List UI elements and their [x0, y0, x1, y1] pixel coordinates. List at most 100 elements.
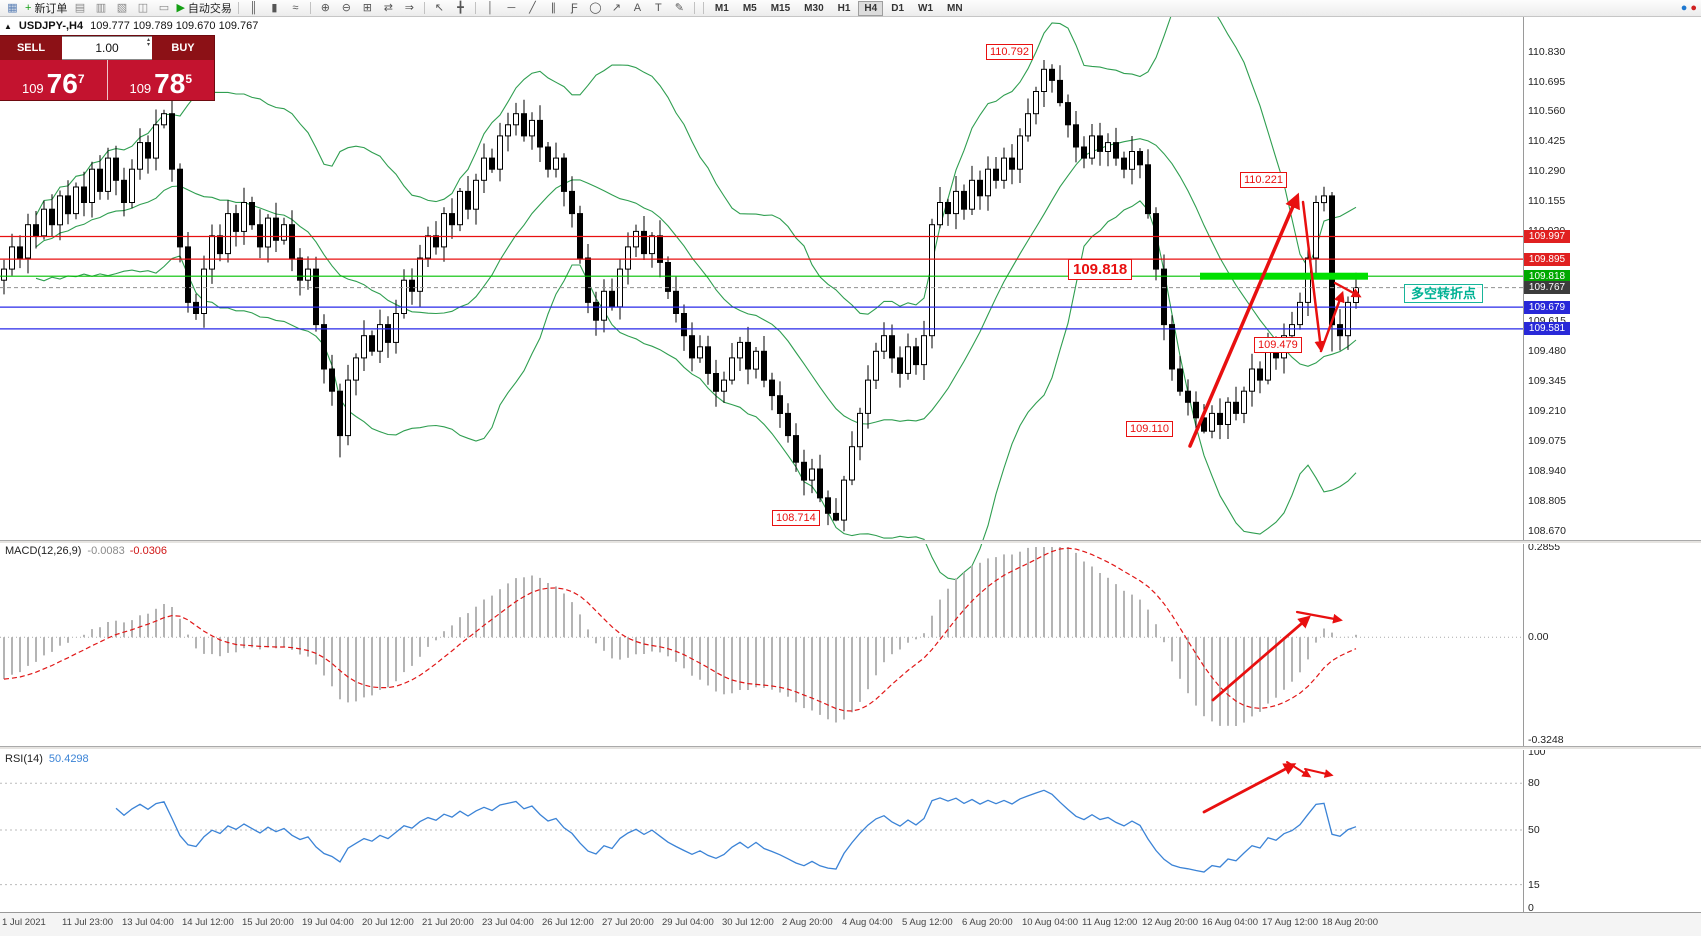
crosshair-button[interactable]: ╋	[450, 1, 471, 16]
volume-input[interactable]: 1.00 ▴ ▾	[62, 36, 152, 60]
auto-scroll-button[interactable]: ⇄	[378, 1, 399, 16]
timeframe-m15-button[interactable]: M15	[770, 2, 791, 14]
chart-window-button[interactable]: ▦	[2, 1, 23, 16]
spinner-up-icon[interactable]: ▴	[146, 37, 150, 43]
main-trend-arrow[interactable]	[1188, 192, 1300, 448]
profiles-button[interactable]: ▤	[69, 1, 90, 16]
main-trend-arrow[interactable]	[1319, 290, 1345, 353]
shapes-button[interactable]: ◯	[585, 1, 606, 16]
candle-body	[1329, 195, 1335, 326]
support-zone-bar[interactable]	[1200, 272, 1368, 280]
bar-chart-icon: ║	[249, 1, 258, 14]
spinner-down-icon[interactable]: ▾	[146, 42, 150, 48]
candle-body	[297, 257, 303, 281]
macd-panel-separator[interactable]	[0, 540, 1701, 544]
candlestick-chart-button[interactable]: ▮	[264, 1, 285, 16]
timeframe-m1-button[interactable]: M1	[714, 2, 729, 14]
candle-body	[601, 290, 607, 321]
candle-body	[1177, 368, 1183, 392]
time-label: 18 Aug 20:00	[1322, 917, 1378, 928]
timeframe-mn-button[interactable]: MN	[947, 2, 963, 14]
rsi-label: RSI(14) 50.4298	[5, 753, 89, 765]
tile-windows-button[interactable]: ⊞	[357, 1, 378, 16]
candle-body	[1209, 412, 1215, 432]
timeframe-h1-button[interactable]: H1	[837, 2, 851, 14]
candle-body	[1305, 257, 1311, 303]
candle-body	[585, 257, 591, 303]
chart-shift-button[interactable]: ⇒	[399, 1, 420, 16]
rsi-line	[115, 789, 1357, 873]
text-tool-button[interactable]: A	[627, 1, 648, 16]
candle-body	[1345, 301, 1351, 337]
vertical-line-button[interactable]: │	[480, 1, 501, 16]
market-watch-icon: ▥	[95, 1, 107, 14]
timeframe-m5-button[interactable]: M5	[742, 2, 757, 14]
symbol-title[interactable]: USDJPY-,H4	[18, 20, 84, 32]
horizontal-line-button[interactable]: ─	[501, 1, 522, 16]
candle-body	[41, 208, 47, 237]
rsi-panel-separator[interactable]	[0, 746, 1701, 750]
candle-body	[729, 357, 735, 381]
candle-body	[593, 301, 599, 321]
profiles-icon: ▤	[74, 1, 86, 14]
volume-spinner[interactable]: ▴ ▾	[146, 37, 150, 48]
line-chart-button[interactable]: ≈	[285, 1, 306, 16]
candle-body	[17, 246, 23, 259]
terminal-icon: ▭	[158, 1, 170, 14]
arrow-tool-button[interactable]: ↗	[606, 1, 627, 16]
timeframe-w1-button[interactable]: W1	[918, 2, 934, 14]
bar-chart-button[interactable]: ║	[243, 1, 264, 16]
auto-trading-button[interactable]: ▶ 自动交易	[174, 1, 233, 16]
candle-body	[209, 235, 215, 270]
time-label: 14 Jul 12:00	[182, 917, 234, 928]
color-tool-button[interactable]: ✎	[669, 1, 690, 16]
candle-body	[1169, 324, 1175, 370]
buy-button[interactable]: BUY	[152, 36, 214, 60]
community-icon[interactable]: ●	[1680, 1, 1688, 14]
trendline-button[interactable]: ╱	[522, 1, 543, 16]
macd-trend-arrow[interactable]	[1295, 610, 1343, 624]
candle-body	[233, 213, 239, 232]
main-trend-arrow[interactable]	[1333, 281, 1362, 298]
data-window-button[interactable]: ▧	[111, 1, 132, 16]
candle-body	[529, 119, 535, 137]
buy-price[interactable]: 109 78 5	[108, 60, 215, 100]
new-order-button[interactable]: + 新订单	[23, 1, 69, 16]
fibonacci-button[interactable]: Ƒ	[564, 1, 585, 16]
ellipse-icon: ◯	[589, 1, 602, 14]
rsi-trend-arrow[interactable]	[1304, 768, 1334, 778]
candle-body	[801, 461, 807, 481]
price-axis[interactable]	[1524, 17, 1701, 912]
timeframe-m30-button[interactable]: M30	[804, 2, 824, 14]
cursor-button[interactable]: ↖	[429, 1, 450, 16]
candle-body	[473, 179, 479, 210]
main-trend-arrow[interactable]	[1301, 200, 1326, 353]
candle-body	[569, 190, 575, 215]
candle-body	[713, 373, 719, 392]
macd-trend-arrow[interactable]	[1211, 615, 1311, 702]
candle-body	[537, 119, 543, 148]
timeframe-d1-button[interactable]: D1	[891, 2, 905, 14]
candle-body	[321, 324, 327, 370]
zoom-in-button[interactable]: ⊕	[315, 1, 336, 16]
timeframe-h4-button[interactable]: H4	[858, 0, 884, 16]
rsi-trend-arrow[interactable]	[1286, 761, 1312, 778]
candle-body	[385, 324, 391, 343]
time-axis[interactable]: 1 Jul 2021 11 Jul 23:00 13 Jul 04:00 14 Jul…	[0, 912, 1701, 936]
candle-body	[201, 268, 207, 315]
channel-button[interactable]: ∥	[543, 1, 564, 16]
navigator-button[interactable]: ◫	[132, 1, 153, 16]
text-label-button[interactable]: T	[648, 1, 669, 16]
sell-price[interactable]: 109 76 7	[0, 60, 108, 100]
terminal-button[interactable]: ▭	[153, 1, 174, 16]
rsi-trend-arrow[interactable]	[1202, 763, 1297, 814]
market-watch-button[interactable]: ▥	[90, 1, 111, 16]
time-label: 26 Jul 12:00	[542, 917, 594, 928]
sell-button[interactable]: SELL	[0, 36, 62, 60]
candle-body	[377, 324, 383, 352]
alert-icon[interactable]: ●	[1690, 1, 1697, 14]
zoom-out-button[interactable]: ⊖	[336, 1, 357, 16]
chart-shift-icon: ⇒	[404, 1, 415, 14]
candle-body	[825, 497, 831, 514]
